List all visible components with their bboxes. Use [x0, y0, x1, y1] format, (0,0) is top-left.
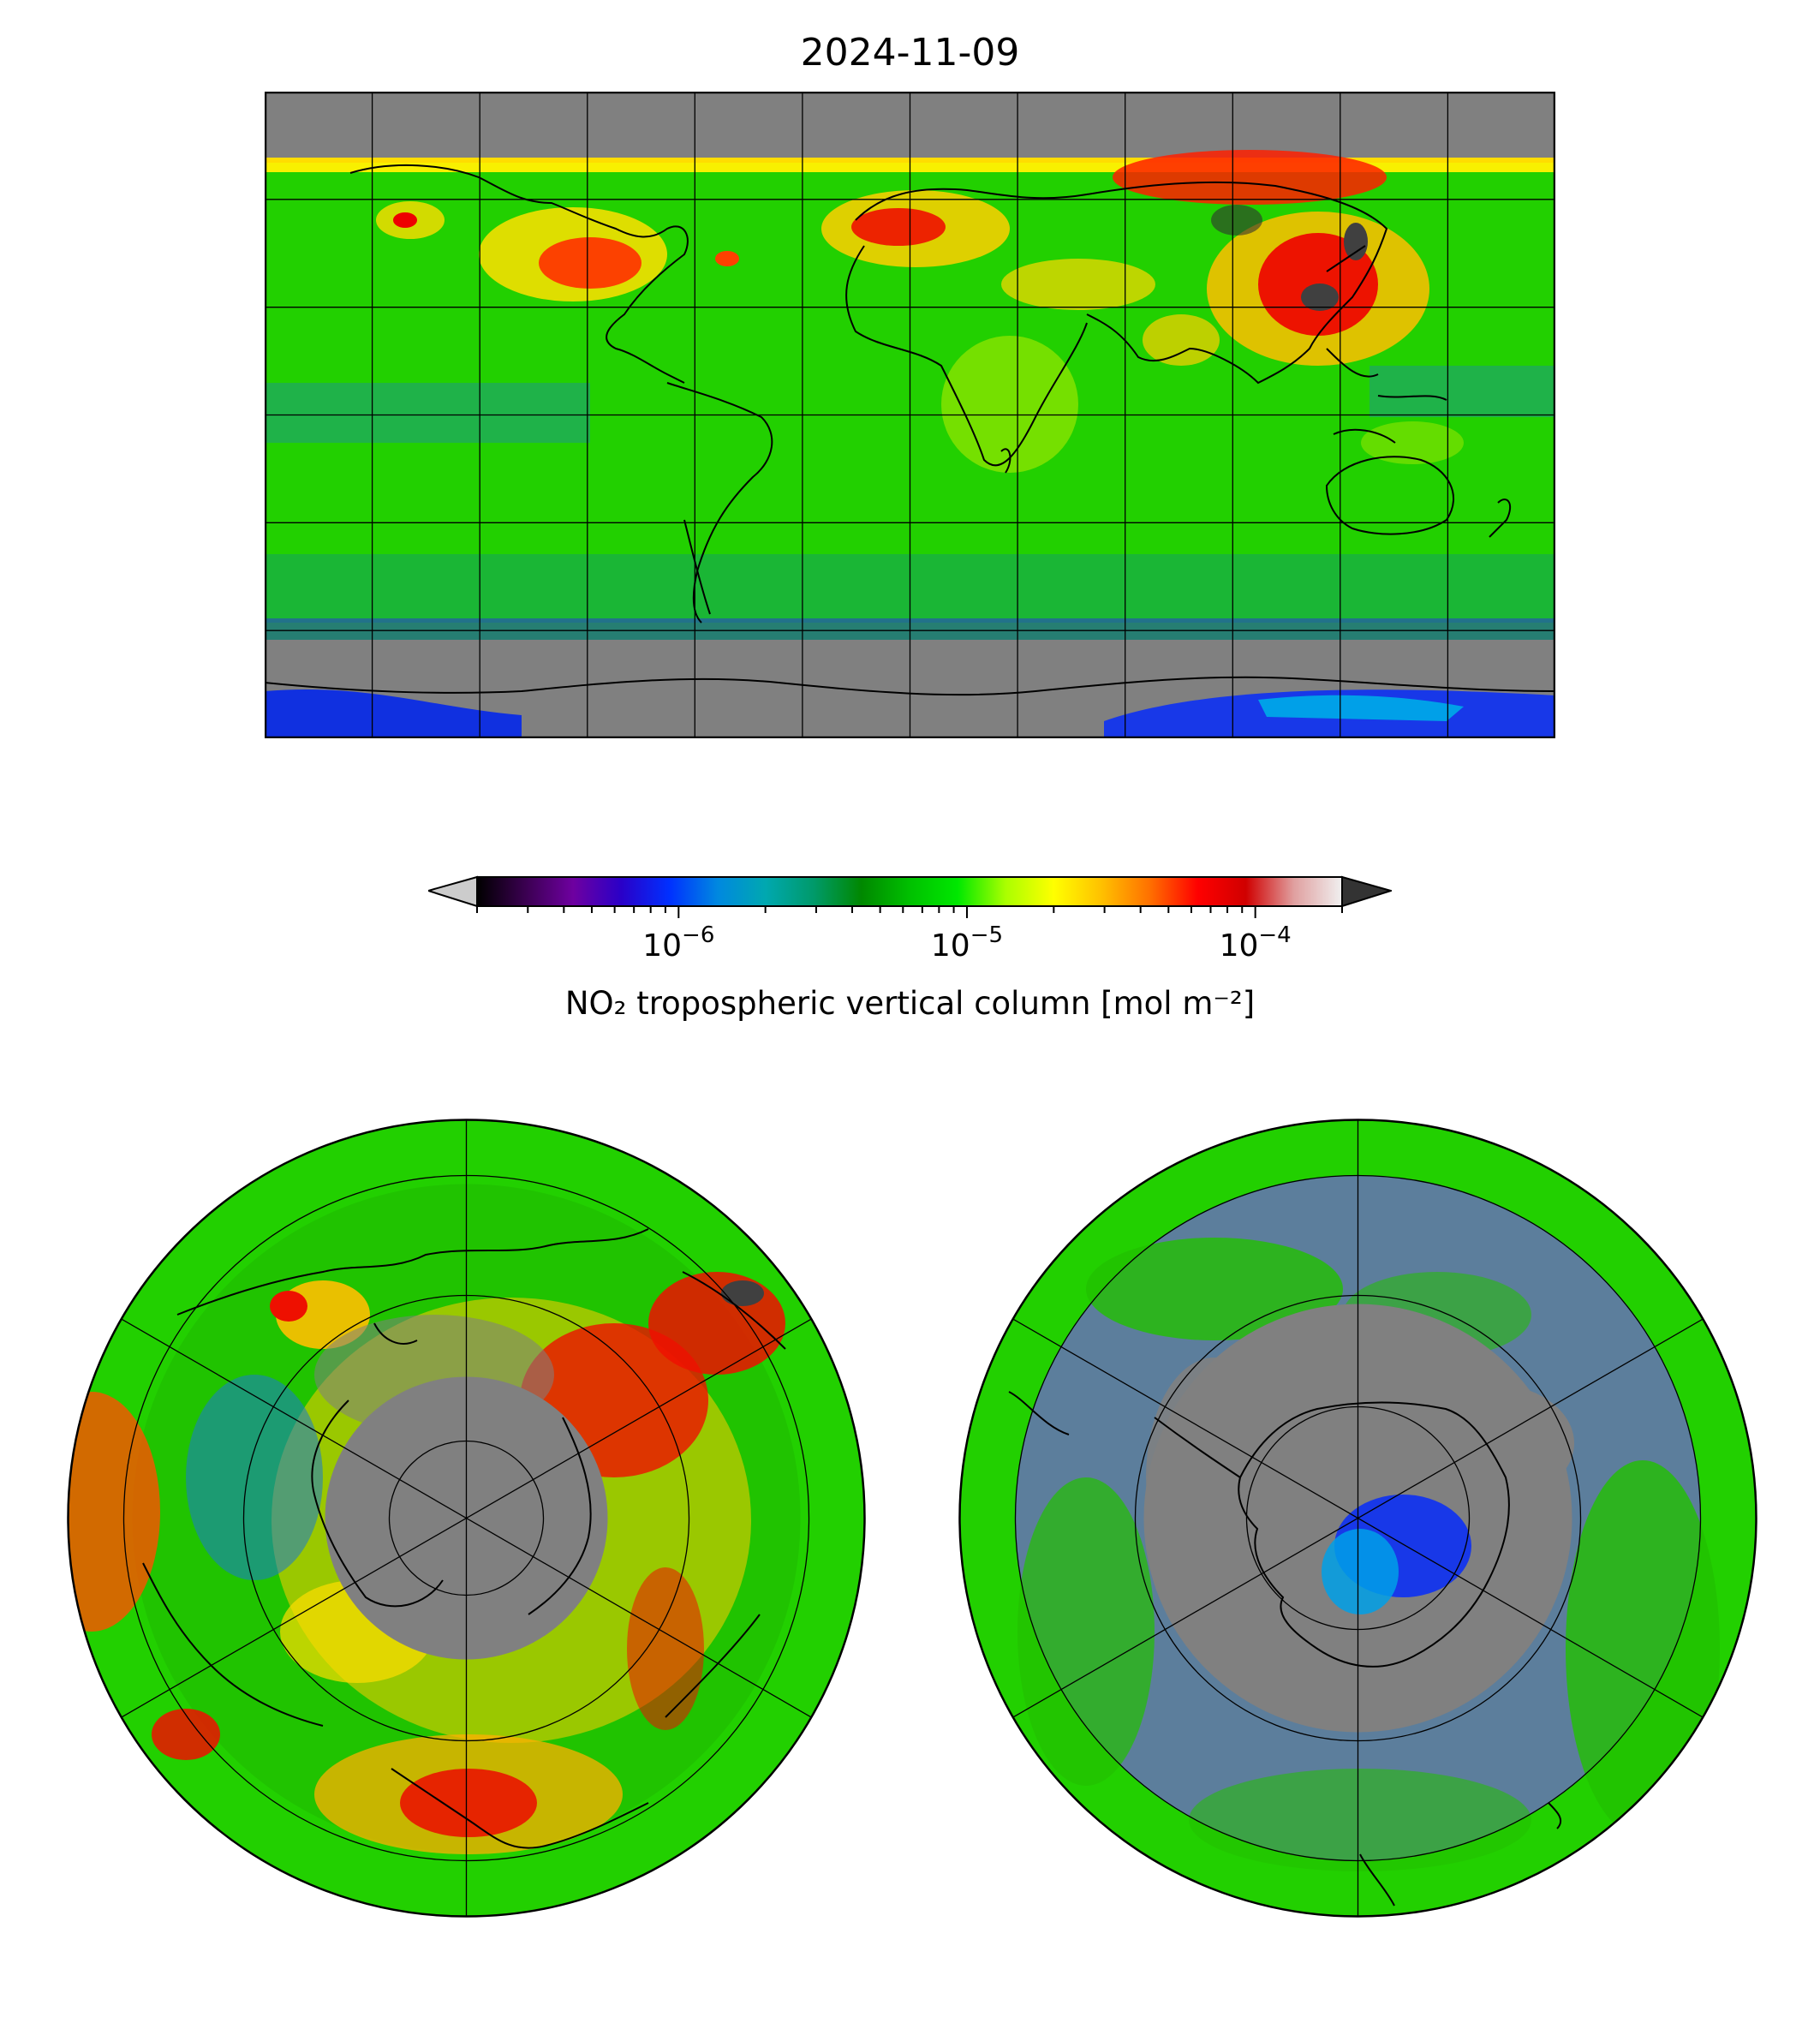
hotspot-russia [1113, 150, 1387, 205]
north-coastlines [142, 1228, 786, 1849]
gridlines [265, 92, 1555, 738]
world-map [265, 92, 1555, 738]
colorbar-tick-label: 10−6 [642, 922, 714, 964]
south-coastlines [1008, 1391, 1562, 1907]
colorbar-gradient [476, 876, 1343, 907]
north-gridlines [119, 1119, 814, 1917]
south-polar-map [958, 1119, 1757, 1918]
south-gridlines [1011, 1119, 1705, 1917]
colorbar-label: NO₂ tropospheric vertical column [mol m⁻… [564, 985, 1256, 1022]
north-map-frame [67, 1119, 866, 1918]
map-frame [265, 92, 1555, 738]
colorbar-over-extension [1341, 875, 1392, 908]
colorbar-tick-label: 10−4 [1220, 922, 1292, 964]
colorbar-under-extension [428, 875, 478, 908]
colorbar: 10−6 10−5 10−4 [428, 875, 1392, 964]
map-title: 2024-11-09 [800, 31, 1020, 75]
north-polar-map [67, 1119, 866, 1918]
coastlines [265, 164, 1555, 696]
colorbar-tick-label: 10−5 [931, 922, 1003, 964]
antarctic-coast-data [265, 689, 522, 738]
south-map-frame [958, 1119, 1757, 1918]
